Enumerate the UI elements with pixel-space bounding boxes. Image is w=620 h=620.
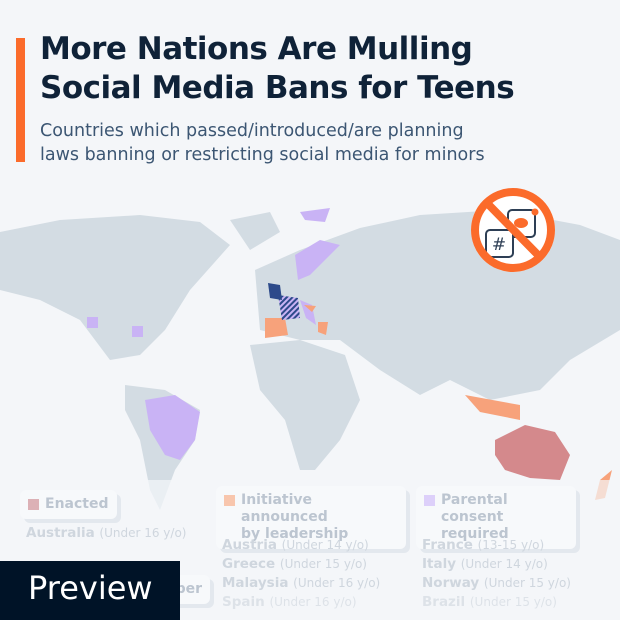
title-line: More Nations Are Mulling xyxy=(40,31,473,67)
subtitle: Countries which passed/introduced/are pl… xyxy=(40,119,485,167)
legend-enacted: Enacted xyxy=(20,490,117,519)
subtitle-line: laws banning or restricting social media… xyxy=(40,145,485,165)
us-state-marker xyxy=(132,326,143,337)
france-region xyxy=(278,295,300,320)
austria-region xyxy=(304,305,316,312)
legend-label: Initiative announced by leadership xyxy=(241,492,349,542)
spain-region xyxy=(265,318,288,338)
legend-label: Enacted xyxy=(45,496,109,512)
page-title: More Nations Are Mulling Social Media Ban… xyxy=(40,30,515,108)
preview-banner: Preview xyxy=(0,561,180,620)
list-item: Austria (Under 14 y/o) xyxy=(222,537,369,553)
title-line: Social Media Bans for Teens xyxy=(40,70,515,106)
list-item: Italy (Under 14 y/o) xyxy=(422,556,548,572)
legend-parental: Parental consent required xyxy=(416,486,576,549)
list-item: Spain (Under 16 y/o) xyxy=(222,594,357,610)
parental-list: France (13-15 y/o) Italy (Under 14 y/o) … xyxy=(422,536,571,612)
greece-region xyxy=(318,322,328,335)
list-item: Norway (Under 15 y/o) xyxy=(422,575,571,591)
brazil-region xyxy=(145,395,200,460)
svg-text:#: # xyxy=(492,235,506,255)
legend-label: Parental consent required xyxy=(441,492,509,542)
subtitle-line: Countries which passed/introduced/are pl… xyxy=(40,121,464,141)
svalbard-region xyxy=(300,208,330,222)
parental-swatch xyxy=(424,495,435,506)
list-item: Brazil (Under 15 y/o) xyxy=(422,594,557,610)
list-item: Australia (Under 16 y/o) xyxy=(26,525,187,541)
list-item: Greece (Under 15 y/o) xyxy=(222,556,367,572)
norway-region xyxy=(295,240,340,280)
uk-region xyxy=(268,283,282,300)
initiative-swatch xyxy=(224,495,235,506)
australia-region xyxy=(495,425,570,480)
enacted-swatch xyxy=(28,499,39,510)
malaysia-region xyxy=(465,395,520,420)
accent-bar xyxy=(16,38,25,162)
legend-initiative: Initiative announced by leadership xyxy=(216,486,406,549)
initiative-list: Austria (Under 14 y/o) Greece (Under 15 … xyxy=(222,536,380,612)
list-item: Malaysia (Under 16 y/o) xyxy=(222,575,381,591)
legend-label: ber xyxy=(175,581,202,597)
no-social-media-icon: # xyxy=(471,188,555,272)
enacted-list: Australia (Under 16 y/o) xyxy=(26,524,186,543)
list-item: France (13-15 y/o) xyxy=(422,537,545,553)
us-state-marker xyxy=(87,317,98,328)
